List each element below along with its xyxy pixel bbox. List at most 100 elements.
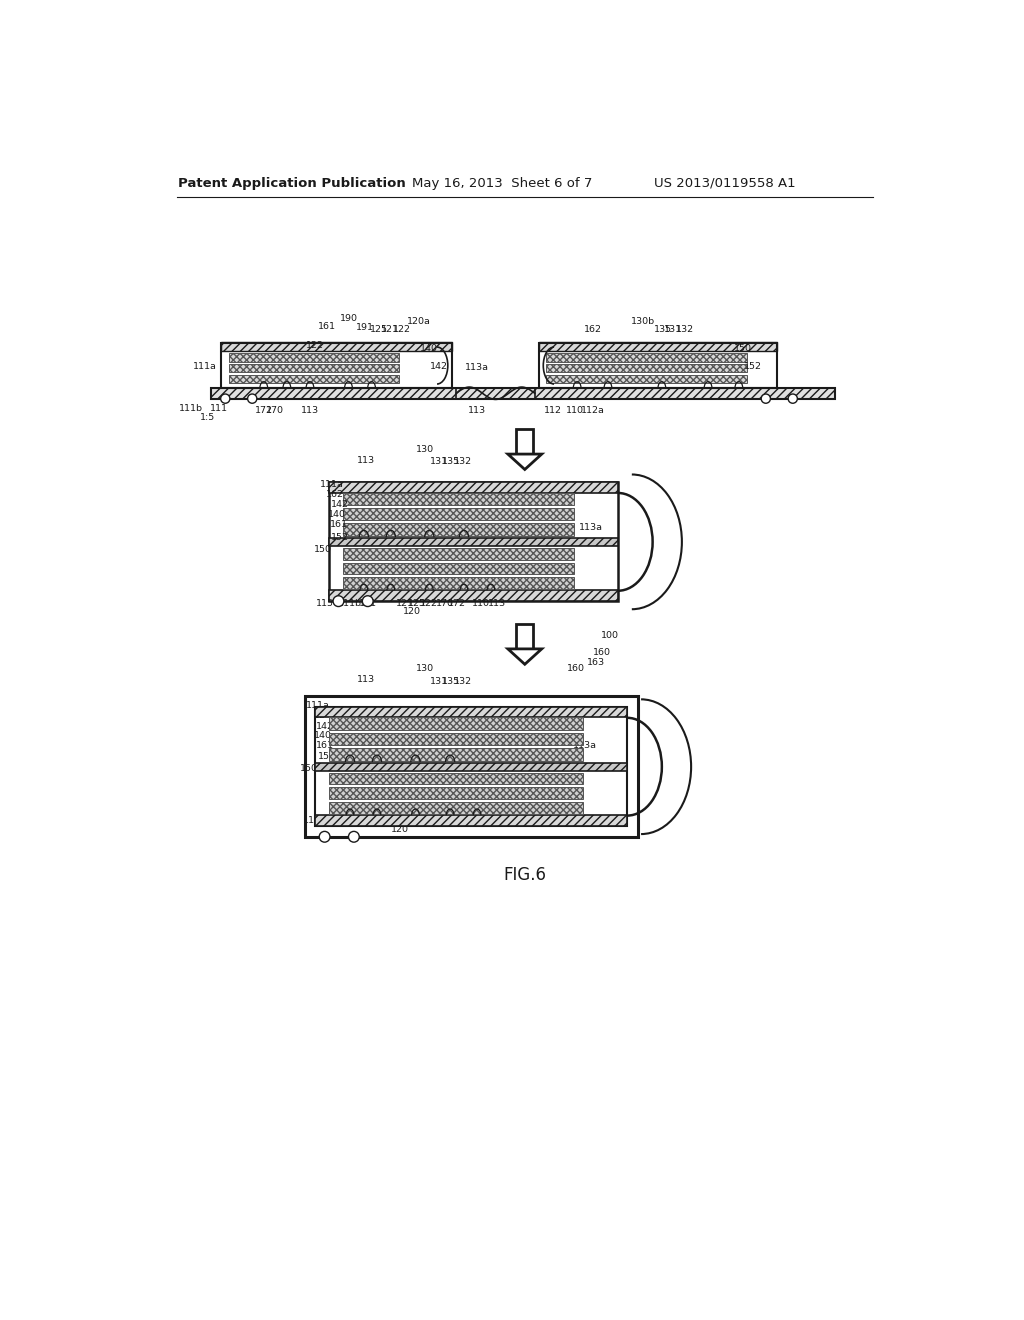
Bar bbox=[516, 429, 534, 454]
Text: 112a: 112a bbox=[581, 405, 604, 414]
Text: 122: 122 bbox=[306, 341, 325, 350]
Text: 110: 110 bbox=[461, 816, 478, 825]
Text: 122: 122 bbox=[407, 816, 425, 825]
Text: 191: 191 bbox=[356, 323, 375, 333]
Text: 113: 113 bbox=[488, 599, 506, 609]
Bar bbox=[343, 577, 574, 589]
Text: 100: 100 bbox=[600, 631, 618, 640]
Text: 111a: 111a bbox=[194, 362, 217, 371]
Circle shape bbox=[220, 395, 230, 404]
Text: 140: 140 bbox=[328, 510, 346, 519]
Text: 111: 111 bbox=[210, 404, 228, 413]
Bar bbox=[221, 343, 453, 388]
Text: 132: 132 bbox=[454, 677, 472, 685]
Bar bbox=[315, 763, 628, 771]
Text: 163: 163 bbox=[588, 659, 605, 667]
Text: 150: 150 bbox=[734, 345, 752, 352]
Text: 111a: 111a bbox=[306, 701, 330, 710]
Text: 125: 125 bbox=[370, 325, 387, 334]
Text: 162: 162 bbox=[584, 325, 601, 334]
Text: 160: 160 bbox=[593, 648, 610, 657]
Text: 121: 121 bbox=[381, 325, 399, 334]
Text: 115: 115 bbox=[303, 816, 322, 825]
Text: 111b: 111b bbox=[178, 404, 203, 413]
Text: 120: 120 bbox=[391, 825, 409, 833]
Bar bbox=[547, 364, 746, 372]
Text: 172: 172 bbox=[436, 816, 454, 825]
Text: May 16, 2013  Sheet 6 of 7: May 16, 2013 Sheet 6 of 7 bbox=[412, 177, 592, 190]
Text: 120a: 120a bbox=[408, 317, 431, 326]
Bar bbox=[516, 624, 534, 649]
Text: 113: 113 bbox=[301, 405, 319, 414]
Circle shape bbox=[788, 395, 798, 404]
Text: 190: 190 bbox=[340, 314, 358, 323]
Text: 130: 130 bbox=[416, 445, 434, 454]
Text: 160: 160 bbox=[566, 664, 585, 673]
Polygon shape bbox=[508, 649, 542, 664]
Text: 142: 142 bbox=[331, 500, 349, 510]
Text: 142: 142 bbox=[429, 362, 447, 371]
Text: 150: 150 bbox=[300, 764, 318, 772]
Bar bbox=[315, 816, 628, 826]
Text: 152: 152 bbox=[317, 752, 336, 762]
Circle shape bbox=[362, 595, 373, 607]
Bar bbox=[539, 342, 777, 351]
Text: 131: 131 bbox=[429, 457, 447, 466]
Text: 122: 122 bbox=[420, 599, 438, 609]
Text: 135: 135 bbox=[441, 677, 460, 685]
Text: US 2013/0119558 A1: US 2013/0119558 A1 bbox=[654, 177, 796, 190]
Text: 162: 162 bbox=[326, 491, 344, 499]
Text: 125: 125 bbox=[408, 599, 426, 609]
Text: 110: 110 bbox=[566, 405, 584, 414]
Bar bbox=[211, 388, 836, 399]
Bar bbox=[343, 492, 574, 506]
Text: 140: 140 bbox=[314, 731, 332, 741]
Text: 62: 62 bbox=[313, 711, 326, 721]
Text: 172: 172 bbox=[255, 405, 272, 414]
Text: 130b: 130b bbox=[631, 317, 654, 326]
Text: 111b: 111b bbox=[326, 816, 349, 825]
Bar bbox=[229, 364, 398, 372]
Bar bbox=[229, 354, 398, 362]
Bar bbox=[343, 523, 574, 536]
Circle shape bbox=[319, 832, 330, 842]
Text: 142: 142 bbox=[316, 722, 335, 731]
Text: 161: 161 bbox=[330, 520, 347, 528]
Circle shape bbox=[333, 595, 344, 607]
Text: 122: 122 bbox=[392, 325, 411, 334]
Text: 135: 135 bbox=[441, 457, 460, 466]
Text: 115: 115 bbox=[315, 599, 334, 609]
Text: 150: 150 bbox=[314, 545, 332, 554]
Text: 111a: 111a bbox=[321, 479, 344, 488]
Bar bbox=[330, 718, 584, 730]
Text: 113: 113 bbox=[357, 455, 375, 465]
Bar bbox=[304, 696, 638, 837]
Text: 113: 113 bbox=[477, 816, 496, 825]
Text: 152: 152 bbox=[743, 362, 762, 371]
Text: 170: 170 bbox=[436, 599, 454, 609]
Text: 111: 111 bbox=[358, 599, 377, 609]
Text: 121: 121 bbox=[395, 599, 414, 609]
Text: 113a: 113a bbox=[465, 363, 489, 372]
Text: 140: 140 bbox=[420, 345, 438, 352]
Bar bbox=[330, 748, 584, 760]
Text: 131: 131 bbox=[429, 677, 447, 685]
Text: 130: 130 bbox=[416, 664, 434, 673]
Text: 113a: 113a bbox=[579, 524, 603, 532]
Bar bbox=[343, 508, 574, 520]
Bar bbox=[330, 482, 617, 492]
Text: 170: 170 bbox=[265, 405, 284, 414]
Text: 113: 113 bbox=[357, 676, 375, 684]
Circle shape bbox=[248, 395, 257, 404]
Bar bbox=[315, 706, 628, 826]
Text: 120: 120 bbox=[402, 607, 421, 616]
Text: 172: 172 bbox=[449, 599, 466, 609]
Text: 1:5: 1:5 bbox=[200, 413, 215, 422]
Text: 161: 161 bbox=[315, 742, 334, 750]
Text: 161: 161 bbox=[317, 322, 336, 331]
Bar bbox=[221, 342, 453, 351]
Text: 113a: 113a bbox=[572, 741, 597, 750]
Text: 170: 170 bbox=[423, 816, 441, 825]
Bar bbox=[547, 375, 746, 383]
Text: 132: 132 bbox=[676, 325, 694, 334]
